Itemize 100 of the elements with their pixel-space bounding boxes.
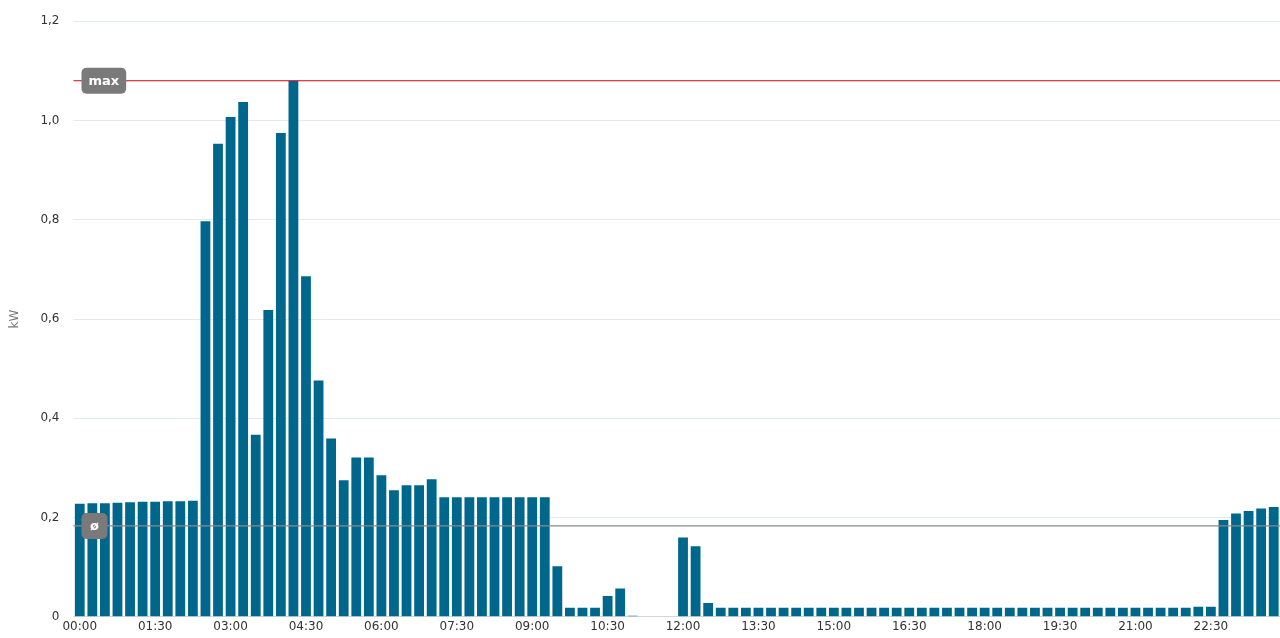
bar — [125, 502, 135, 617]
bar — [916, 607, 927, 617]
bar — [1004, 607, 1015, 617]
bar — [389, 490, 399, 617]
bar — [464, 497, 475, 617]
bar — [1168, 607, 1179, 617]
bar — [929, 607, 940, 617]
bar — [363, 457, 374, 617]
bar — [439, 497, 450, 617]
bar — [213, 143, 223, 617]
x-tick-label: 00:00 — [62, 619, 98, 634]
bar — [728, 607, 739, 617]
bar — [1205, 606, 1216, 617]
bar — [162, 501, 173, 617]
bar — [816, 607, 827, 617]
ref-line-label: ø — [90, 518, 100, 534]
bar — [967, 607, 977, 617]
bar — [225, 116, 236, 617]
x-tick-label: 16:30 — [891, 619, 927, 634]
bar — [187, 500, 198, 617]
bar — [1030, 607, 1040, 617]
bar — [602, 595, 613, 617]
bar — [854, 607, 864, 617]
bar — [1092, 607, 1103, 617]
bar — [263, 310, 274, 617]
bar — [740, 607, 751, 617]
bar — [791, 607, 802, 617]
bar — [766, 607, 776, 617]
bar — [74, 503, 85, 617]
bar — [1055, 607, 1065, 617]
bar — [1118, 607, 1128, 617]
bar — [1080, 607, 1091, 617]
y-tick-label: 0,2 — [40, 509, 60, 524]
bar — [112, 502, 123, 617]
bar — [1143, 607, 1153, 617]
bar — [376, 475, 387, 617]
ref-line-label: max — [88, 73, 120, 89]
bar — [200, 221, 211, 617]
x-tick-label: 03:00 — [213, 619, 248, 634]
bar — [301, 276, 311, 617]
bar — [992, 607, 1003, 617]
bar — [175, 501, 186, 617]
y-axis-title: kW — [7, 309, 22, 329]
x-tick-label: 01:30 — [137, 619, 173, 634]
bar — [489, 497, 500, 617]
bar — [401, 485, 412, 617]
bar — [137, 501, 148, 617]
x-tick-label: 04:30 — [288, 619, 324, 634]
bar — [250, 434, 261, 617]
bar — [803, 607, 814, 617]
bar — [615, 588, 626, 617]
bar — [288, 80, 299, 617]
bar — [678, 537, 688, 617]
x-tick-label: 21:00 — [1118, 619, 1153, 634]
x-tick-label: 09:00 — [514, 619, 550, 634]
bar — [552, 566, 563, 617]
bar — [904, 607, 915, 617]
bar — [275, 132, 286, 617]
bar — [1155, 607, 1166, 617]
bar — [502, 497, 512, 617]
bar — [313, 380, 324, 617]
bar — [539, 497, 550, 617]
bar — [1105, 607, 1116, 617]
x-tick-label: 18:00 — [967, 619, 1002, 634]
bar — [1268, 507, 1279, 617]
bar — [690, 546, 701, 617]
bar — [1193, 606, 1204, 617]
bar — [715, 607, 726, 617]
y-tick-label: 0 — [51, 608, 60, 623]
bar — [828, 607, 839, 617]
x-tick-label: 07:30 — [439, 619, 475, 634]
bar — [238, 102, 249, 617]
bar — [150, 501, 161, 617]
y-tick-label: 0,4 — [40, 410, 60, 425]
bar — [1256, 508, 1267, 617]
bar — [979, 607, 990, 617]
bar — [1017, 607, 1028, 617]
bar — [891, 607, 902, 617]
bar — [1243, 511, 1254, 617]
x-tick-label: 15:00 — [816, 619, 852, 634]
bar — [1067, 607, 1078, 617]
y-tick-label: 0,6 — [40, 311, 60, 326]
bar — [1231, 513, 1241, 617]
x-tick-label: 06:00 — [364, 619, 399, 634]
bar — [1180, 607, 1191, 617]
bar — [414, 485, 424, 617]
bar — [590, 607, 600, 617]
x-tick-label: 19:30 — [1042, 619, 1078, 634]
bar — [1218, 520, 1229, 617]
bar — [426, 479, 437, 617]
bar — [451, 497, 462, 617]
bar — [565, 607, 575, 617]
y-tick-label: 0,8 — [40, 211, 60, 226]
bar — [326, 438, 337, 617]
y-tick-label: 1,2 — [40, 13, 60, 28]
y-tick-label: 1,0 — [40, 112, 60, 127]
bar — [527, 497, 538, 617]
bar — [879, 607, 890, 617]
x-tick-label: 10:30 — [590, 619, 625, 634]
bar — [703, 602, 714, 617]
